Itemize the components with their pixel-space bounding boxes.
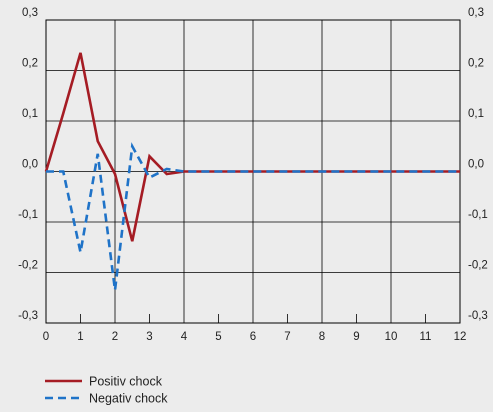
x-tick-label: 4: [181, 331, 188, 343]
y-tick-label-right: 0,0: [468, 159, 484, 171]
x-tick-label: 3: [146, 331, 152, 343]
x-tick-label: 11: [420, 331, 432, 343]
y-tick-label-left: -0,2: [18, 260, 38, 272]
y-tick-label-left: 0,1: [22, 108, 38, 120]
y-tick-label-right: 0,1: [468, 108, 484, 120]
y-tick-label-left: -0,3: [18, 310, 38, 322]
x-tick-label: 1: [77, 331, 83, 343]
y-tick-label-right: -0,1: [468, 209, 488, 221]
series-line-negativ-chock: [46, 142, 460, 291]
x-tick-label: 2: [112, 331, 118, 343]
y-tick-label-left: 0,2: [22, 58, 38, 70]
y-tick-label-left: 0,0: [22, 159, 38, 171]
y-tick-label-left: 0,3: [22, 7, 38, 19]
series-lines: [44, 52, 460, 291]
x-tick-label: 8: [319, 331, 325, 343]
legend-label: Positiv chock: [89, 375, 163, 389]
x-tick-label: 10: [385, 331, 398, 343]
legend: Positiv chock Negativ chock: [45, 375, 168, 406]
y-tick-label-right: -0,2: [468, 260, 488, 272]
y-tick-label-right: -0,3: [468, 310, 488, 322]
y-tick-label-left: -0,1: [18, 209, 38, 221]
x-tick-label: 6: [250, 331, 256, 343]
tick-labels: 0,3 0,3 0,2 0,2 0,1 0,1 0,0 0,0 -0,1 -0,1 -0,2 -0,2…: [18, 7, 488, 343]
x-tick-label: 0: [43, 331, 49, 343]
x-tick-label: 12: [454, 331, 467, 343]
y-tick-label-right: 0,2: [468, 58, 484, 70]
x-tick-label: 7: [284, 331, 290, 343]
y-tick-label-right: 0,3: [468, 7, 484, 19]
legend-label: Negativ chock: [89, 392, 168, 406]
x-tick-label: 9: [353, 331, 359, 343]
x-tick-label: 5: [215, 331, 221, 343]
